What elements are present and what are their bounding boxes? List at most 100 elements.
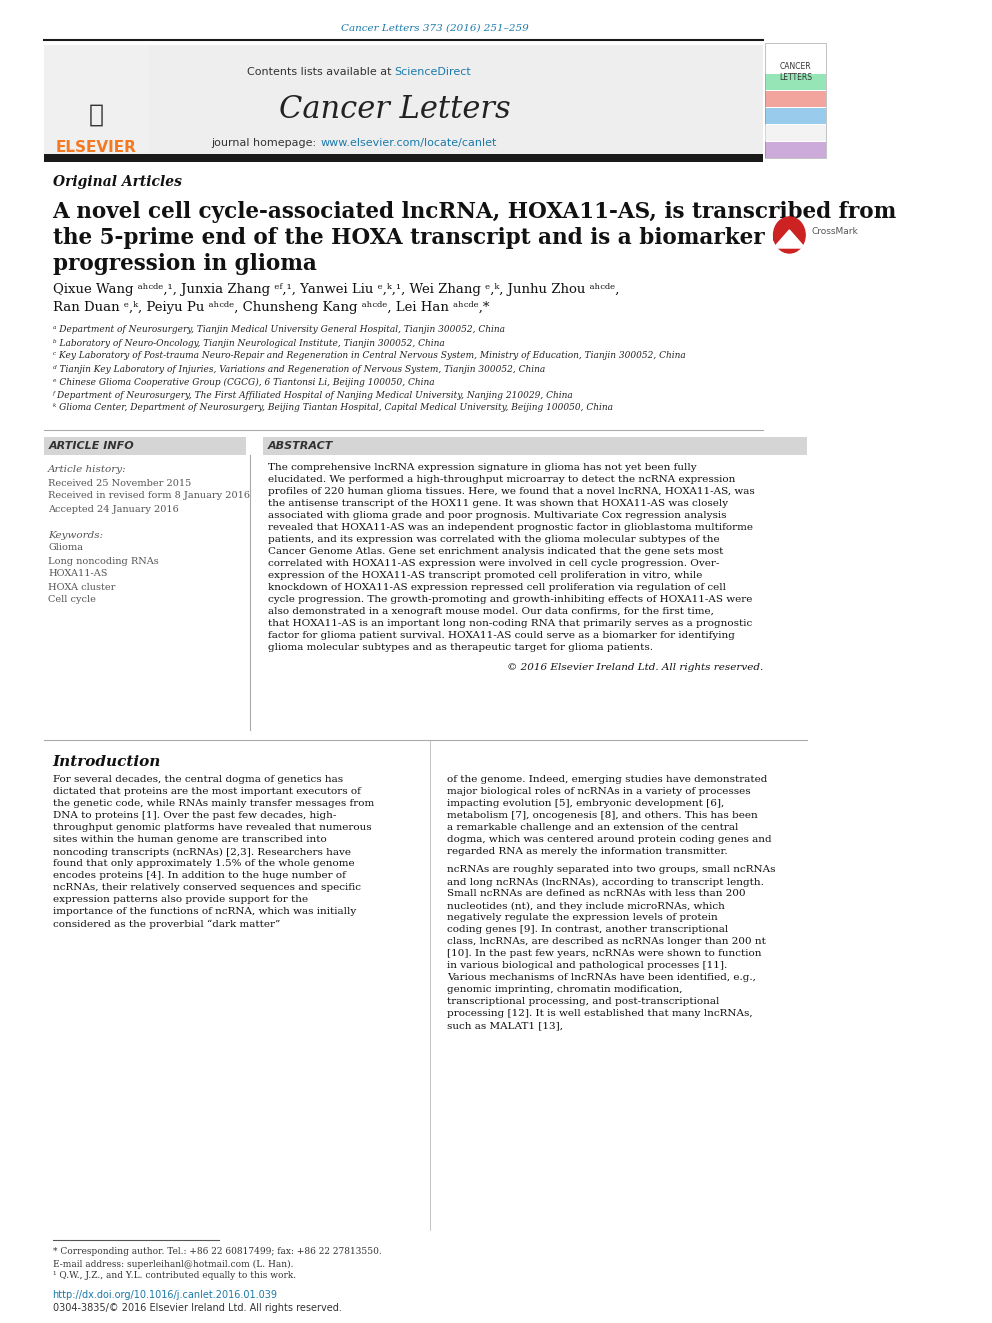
Text: glioma molecular subtypes and as therapeutic target for glioma patients.: glioma molecular subtypes and as therape… [268,643,653,651]
Text: ncRNAs are roughly separated into two groups, small ncRNAs: ncRNAs are roughly separated into two gr… [447,865,776,875]
Text: regarded RNA as merely the information transmitter.: regarded RNA as merely the information t… [447,848,728,856]
Text: ᵃ Department of Neurosurgery, Tianjin Medical University General Hospital, Tianj: ᵃ Department of Neurosurgery, Tianjin Me… [53,325,505,335]
Text: ᶠ Department of Neurosurgery, The First Affiliated Hospital of Nanjing Medical U: ᶠ Department of Neurosurgery, The First … [53,390,573,400]
Text: dictated that proteins are the most important executors of: dictated that proteins are the most impo… [53,787,360,796]
Text: coding genes [9]. In contrast, another transcriptional: coding genes [9]. In contrast, another t… [447,926,728,934]
Text: www.elsevier.com/locate/canlet: www.elsevier.com/locate/canlet [320,138,497,148]
FancyBboxPatch shape [44,437,246,455]
Text: impacting evolution [5], embryonic development [6],: impacting evolution [5], embryonic devel… [447,799,724,808]
Text: HOXA cluster: HOXA cluster [49,582,116,591]
Text: Keywords:: Keywords: [49,531,103,540]
Text: CrossMark: CrossMark [811,228,858,237]
Text: Ran Duan ᵉ,ᵏ, Peiyu Pu ᵃʰᶜᵈᵉ, Chunsheng Kang ᵃʰᶜᵈᵉ, Lei Han ᵃʰᶜᵈᵉ,*: Ran Duan ᵉ,ᵏ, Peiyu Pu ᵃʰᶜᵈᵉ, Chunsheng … [53,302,489,315]
Text: ᵉ Chinese Glioma Cooperative Group (CGCG), 6 Tiantonsi Li, Beijing 100050, China: ᵉ Chinese Glioma Cooperative Group (CGCG… [53,377,434,386]
Text: the antisense transcript of the HOX11 gene. It was shown that HOXA11-AS was clos: the antisense transcript of the HOX11 ge… [268,499,727,508]
Text: For several decades, the central dogma of genetics has: For several decades, the central dogma o… [53,775,343,785]
Text: negatively regulate the expression levels of protein: negatively regulate the expression level… [447,913,718,922]
Text: 0304-3835/© 2016 Elsevier Ireland Ltd. All rights reserved.: 0304-3835/© 2016 Elsevier Ireland Ltd. A… [53,1303,341,1312]
Text: considered as the proverbial “dark matter”: considered as the proverbial “dark matte… [53,919,280,929]
Text: http://dx.doi.org/10.1016/j.canlet.2016.01.039: http://dx.doi.org/10.1016/j.canlet.2016.… [53,1290,278,1301]
FancyBboxPatch shape [765,142,826,157]
Text: metabolism [7], oncogenesis [8], and others. This has been: metabolism [7], oncogenesis [8], and oth… [447,811,758,820]
Text: DNA to proteins [1]. Over the past few decades, high-: DNA to proteins [1]. Over the past few d… [53,811,336,820]
Text: sites within the human genome are transcribed into: sites within the human genome are transc… [53,836,326,844]
Text: 🌳: 🌳 [89,103,104,127]
Text: Contents lists available at: Contents lists available at [247,67,395,77]
Text: ELSEVIER: ELSEVIER [56,140,137,156]
Text: Cancer Genome Atlas. Gene set enrichment analysis indicated that the gene sets m: Cancer Genome Atlas. Gene set enrichment… [268,546,723,556]
Text: ncRNAs, their relatively conserved sequences and specific: ncRNAs, their relatively conserved seque… [53,884,361,893]
Text: Received 25 November 2015: Received 25 November 2015 [49,479,191,487]
Text: E-mail address: superleihanl@hotmail.com (L. Han).: E-mail address: superleihanl@hotmail.com… [53,1259,293,1269]
FancyBboxPatch shape [765,124,826,142]
Text: profiles of 220 human glioma tissues. Here, we found that a novel lncRNA, HOXA11: profiles of 220 human glioma tissues. He… [268,487,754,496]
Text: ABSTRACT: ABSTRACT [268,441,333,451]
Text: Qixue Wang ᵃʰᶜᵈᵉ,¹, Junxia Zhang ᵉᶠ,¹, Yanwei Liu ᵉ,ᵏ,¹, Wei Zhang ᵉ,ᵏ, Junhu Zh: Qixue Wang ᵃʰᶜᵈᵉ,¹, Junxia Zhang ᵉᶠ,¹, Y… [53,283,619,296]
Text: found that only approximately 1.5% of the whole genome: found that only approximately 1.5% of th… [53,860,354,868]
Text: ARTICLE INFO: ARTICLE INFO [49,441,134,451]
Text: Introduction: Introduction [53,755,161,769]
Text: A novel cell cycle-associated lncRNA, HOXA11-AS, is transcribed from: A novel cell cycle-associated lncRNA, HO… [53,201,897,224]
Text: major biological roles of ncRNAs in a variety of processes: major biological roles of ncRNAs in a va… [447,787,751,796]
Text: class, lncRNAs, are described as ncRNAs longer than 200 nt: class, lncRNAs, are described as ncRNAs … [447,938,766,946]
Text: Cell cycle: Cell cycle [49,595,96,605]
Text: * Corresponding author. Tel.: +86 22 60817499; fax: +86 22 27813550.: * Corresponding author. Tel.: +86 22 608… [53,1248,381,1257]
Text: elucidated. We performed a high-throughput microarray to detect the ncRNA expres: elucidated. We performed a high-throughp… [268,475,735,483]
Text: Article history:: Article history: [49,466,127,475]
FancyBboxPatch shape [44,153,763,161]
Text: knockdown of HOXA11-AS expression repressed cell proliferation via regulation of: knockdown of HOXA11-AS expression repres… [268,582,725,591]
Text: journal homepage:: journal homepage: [211,138,320,148]
Text: ¹ Q.W., J.Z., and Y.L. contributed equally to this work.: ¹ Q.W., J.Z., and Y.L. contributed equal… [53,1271,296,1281]
Text: revealed that HOXA11-AS was an independent prognostic factor in glioblastoma mul: revealed that HOXA11-AS was an independe… [268,523,753,532]
Text: associated with glioma grade and poor prognosis. Multivariate Cox regression ana: associated with glioma grade and poor pr… [268,511,726,520]
Text: Long noncoding RNAs: Long noncoding RNAs [49,557,159,565]
Text: Small ncRNAs are defined as ncRNAs with less than 200: Small ncRNAs are defined as ncRNAs with … [447,889,746,898]
Text: a remarkable challenge and an extension of the central: a remarkable challenge and an extension … [447,823,739,832]
Text: the 5-prime end of the HOXA transcript and is a biomarker of: the 5-prime end of the HOXA transcript a… [53,228,796,249]
Text: in various biological and pathological processes [11].: in various biological and pathological p… [447,962,727,971]
Text: ᵇ Laboratory of Neuro-Oncology, Tianjin Neurological Institute, Tianjin 300052, : ᵇ Laboratory of Neuro-Oncology, Tianjin … [53,339,444,348]
Text: [10]. In the past few years, ncRNAs were shown to function: [10]. In the past few years, ncRNAs were… [447,950,762,958]
Polygon shape [774,230,806,247]
Text: expression of the HOXA11-AS transcript promoted cell proliferation in vitro, whi: expression of the HOXA11-AS transcript p… [268,570,702,579]
Text: the genetic code, while RNAs mainly transfer messages from: the genetic code, while RNAs mainly tran… [53,799,374,808]
Text: expression patterns also provide support for the: expression patterns also provide support… [53,896,308,905]
FancyBboxPatch shape [765,74,826,90]
FancyBboxPatch shape [44,45,763,155]
Text: ᶜ Key Laboratory of Post-trauma Neuro-Repair and Regeneration in Central Nervous: ᶜ Key Laboratory of Post-trauma Neuro-Re… [53,352,685,360]
Text: © 2016 Elsevier Ireland Ltd. All rights reserved.: © 2016 Elsevier Ireland Ltd. All rights … [507,663,763,672]
Text: factor for glioma patient survival. HOXA11-AS could serve as a biomarker for ide: factor for glioma patient survival. HOXA… [268,631,734,639]
Text: CANCER
LETTERS: CANCER LETTERS [779,62,812,82]
Text: ᵏ Glioma Center, Department of Neurosurgery, Beijing Tiantan Hospital, Capital M: ᵏ Glioma Center, Department of Neurosurg… [53,404,613,413]
Text: The comprehensive lncRNA expression signature in glioma has not yet been fully: The comprehensive lncRNA expression sign… [268,463,696,471]
Text: and long ncRNAs (lncRNAs), according to transcript length.: and long ncRNAs (lncRNAs), according to … [447,877,764,886]
Text: Accepted 24 January 2016: Accepted 24 January 2016 [49,504,179,513]
Text: throughput genomic platforms have revealed that numerous: throughput genomic platforms have reveal… [53,823,371,832]
FancyBboxPatch shape [765,91,826,107]
Text: ScienceDirect: ScienceDirect [395,67,471,77]
FancyBboxPatch shape [765,44,826,157]
Text: of the genome. Indeed, emerging studies have demonstrated: of the genome. Indeed, emerging studies … [447,775,768,785]
FancyBboxPatch shape [765,108,826,124]
Text: noncoding transcripts (ncRNAs) [2,3]. Researchers have: noncoding transcripts (ncRNAs) [2,3]. Re… [53,848,350,856]
Text: HOXA11-AS: HOXA11-AS [49,569,108,578]
Text: Glioma: Glioma [49,544,83,553]
Text: cycle progression. The growth-promoting and growth-inhibiting effects of HOXA11-: cycle progression. The growth-promoting … [268,594,752,603]
Text: patients, and its expression was correlated with the glioma molecular subtypes o: patients, and its expression was correla… [268,534,719,544]
Text: genomic imprinting, chromatin modification,: genomic imprinting, chromatin modificati… [447,986,682,995]
Text: Original Articles: Original Articles [53,175,182,189]
Text: nucleotides (nt), and they include microRNAs, which: nucleotides (nt), and they include micro… [447,901,725,910]
Text: correlated with HOXA11-AS expression were involved in cell cycle progression. Ov: correlated with HOXA11-AS expression wer… [268,558,719,568]
Text: processing [12]. It is well established that many lncRNAs,: processing [12]. It is well established … [447,1009,753,1019]
Text: progression in glioma: progression in glioma [53,253,316,275]
Text: Received in revised form 8 January 2016: Received in revised form 8 January 2016 [49,492,250,500]
Text: Various mechanisms of lncRNAs have been identified, e.g.,: Various mechanisms of lncRNAs have been … [447,974,756,983]
Text: encodes proteins [4]. In addition to the huge number of: encodes proteins [4]. In addition to the… [53,872,345,881]
Text: also demonstrated in a xenograft mouse model. Our data confirms, for the first t: also demonstrated in a xenograft mouse m… [268,606,713,615]
Text: transcriptional processing, and post-transcriptional: transcriptional processing, and post-tra… [447,998,719,1007]
Text: Cancer Letters: Cancer Letters [279,94,511,126]
Circle shape [774,217,806,253]
FancyBboxPatch shape [44,45,149,155]
Text: such as MALAT1 [13],: such as MALAT1 [13], [447,1021,563,1031]
Text: that HOXA11-AS is an important long non-coding RNA that primarily serves as a pr: that HOXA11-AS is an important long non-… [268,618,752,627]
